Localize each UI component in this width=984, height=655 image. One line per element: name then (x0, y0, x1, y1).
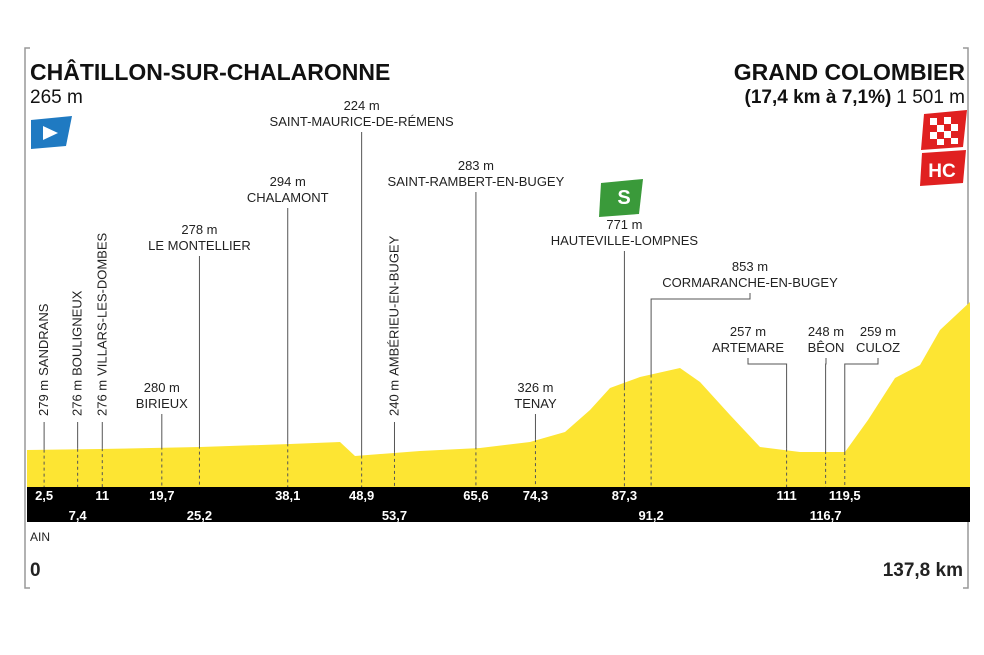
finish-info: (17,4 km à 7,1%) 1 501 m (745, 87, 965, 108)
sprint-badge (599, 179, 643, 217)
waypoint-name: BÊON (808, 340, 845, 355)
waypoint-altitude: 224 m (344, 98, 380, 113)
waypoint-label: 240 m AMBÉRIEU-EN-BUGEY (386, 235, 401, 416)
waypoint-name: BIRIEUX (136, 396, 188, 411)
waypoint-km: 48,9 (349, 488, 374, 503)
waypoint-altitude: 278 m (181, 222, 217, 237)
waypoint-name: AMBÉRIEU-EN-BUGEY (386, 235, 401, 375)
waypoint-km: 25,2 (187, 508, 212, 523)
waypoint-km: 74,3 (523, 488, 548, 503)
waypoint-altitude: 326 m (517, 380, 553, 395)
waypoint-altitude: 279 m (36, 380, 51, 416)
finish-name: GRAND COLOMBIER (734, 59, 966, 85)
category-badge (920, 150, 966, 186)
waypoint-altitude: 240 m (386, 380, 401, 416)
waypoint-km: 87,3 (612, 488, 637, 503)
waypoint-altitude: 280 m (144, 380, 180, 395)
waypoint-line (747, 358, 788, 449)
waypoint-name: BOULIGNEUX (70, 290, 85, 376)
waypoint-km: 53,7 (382, 508, 407, 523)
waypoint-name: SAINT-RAMBERT-EN-BUGEY (388, 174, 565, 189)
waypoint-name: VILLARS-LES-DOMBES (94, 232, 109, 375)
finish-climb: (17,4 km à 7,1%) (745, 87, 892, 108)
finish-km: 137,8 km (883, 560, 963, 581)
waypoint-km: 38,1 (275, 488, 300, 503)
waypoint-name: TENAY (514, 396, 557, 411)
waypoint-km: 2,5 (35, 488, 53, 503)
waypoint-name: CHALAMONT (247, 190, 329, 205)
waypoint-altitude: 259 m (860, 324, 896, 339)
waypoint-km: 111 (776, 488, 796, 503)
waypoint-altitude: 283 m (458, 158, 494, 173)
waypoint-line (650, 293, 751, 375)
waypoint-altitude: 294 m (270, 174, 306, 189)
start-flag-arrow (43, 126, 58, 140)
waypoint-km: 119,5 (829, 488, 861, 503)
waypoint-altitude: 248 m (808, 324, 844, 339)
sprint-label: S (617, 187, 630, 209)
waypoint-altitude: 257 m (730, 324, 766, 339)
waypoint-altitude: 276 m (70, 380, 85, 416)
waypoint-name: SAINT-MAURICE-DE-RÉMENS (270, 114, 455, 129)
waypoint-km: 91,2 (638, 508, 663, 523)
start-km: 0 (30, 560, 41, 581)
waypoint-km: 65,6 (463, 488, 488, 503)
waypoint-name: HAUTEVILLE-LOMPNES (551, 233, 699, 248)
start-name: CHÂTILLON-SUR-CHALARONNE (30, 58, 390, 85)
waypoint-line (844, 358, 879, 452)
region: AIN (30, 530, 50, 544)
waypoint-label: 279 m SANDRANS (36, 303, 51, 416)
waypoint-km: 19,7 (149, 488, 174, 503)
waypoint-altitude: 853 m (732, 259, 768, 274)
waypoint-km: 7,4 (69, 508, 88, 523)
waypoint-name: SANDRANS (36, 303, 51, 376)
waypoint-km: 116,7 (810, 508, 842, 523)
waypoint-name: LE MONTELLIER (148, 238, 251, 253)
waypoint-label: 276 m VILLARS-LES-DOMBES (94, 232, 109, 416)
finish-altitude: 1 501 m (896, 87, 965, 108)
category-label: HC (928, 161, 956, 182)
km-band (27, 487, 970, 522)
elevation-profile (27, 302, 970, 487)
start-altitude: 265 m (30, 87, 83, 108)
waypoint-label: 276 m BOULIGNEUX (70, 290, 85, 416)
waypoint-altitude: 276 m (94, 380, 109, 416)
waypoint-altitude: 771 m (606, 217, 642, 232)
checkered-flag (921, 110, 967, 150)
waypoint-km: 11 (95, 488, 109, 503)
waypoint-name: CORMARANCHE-EN-BUGEY (662, 275, 838, 290)
waypoint-name: CULOZ (856, 340, 900, 355)
waypoint-name: ARTEMARE (712, 340, 784, 355)
